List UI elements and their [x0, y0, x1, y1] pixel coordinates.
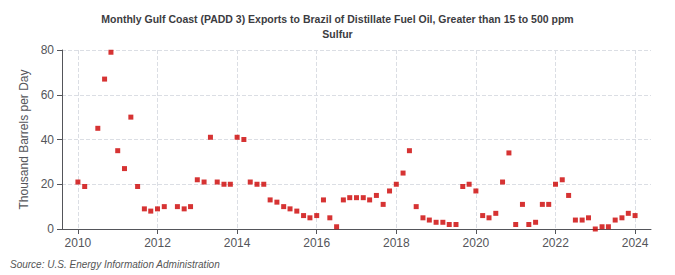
svg-text:20: 20: [41, 177, 55, 191]
svg-text:Monthly Gulf Coast (PADD 3) Ex: Monthly Gulf Coast (PADD 3) Exports to B…: [101, 13, 573, 25]
svg-text:0: 0: [47, 222, 54, 236]
svg-text:2016: 2016: [303, 236, 330, 250]
svg-text:60: 60: [41, 88, 55, 102]
svg-text:2010: 2010: [65, 236, 92, 250]
svg-text:Sulfur: Sulfur: [322, 28, 352, 40]
svg-text:2014: 2014: [224, 236, 251, 250]
svg-text:40: 40: [41, 133, 55, 147]
svg-text:2012: 2012: [144, 236, 171, 250]
svg-text:2022: 2022: [542, 236, 569, 250]
svg-text:2018: 2018: [383, 236, 410, 250]
svg-text:80: 80: [41, 43, 55, 57]
svg-text:2020: 2020: [463, 236, 490, 250]
svg-text:2024: 2024: [622, 236, 649, 250]
svg-text:Thousand Barrels per Day: Thousand Barrels per Day: [17, 69, 31, 209]
svg-text:Source: U.S. Energy Informatio: Source: U.S. Energy Information Administ…: [10, 259, 220, 270]
